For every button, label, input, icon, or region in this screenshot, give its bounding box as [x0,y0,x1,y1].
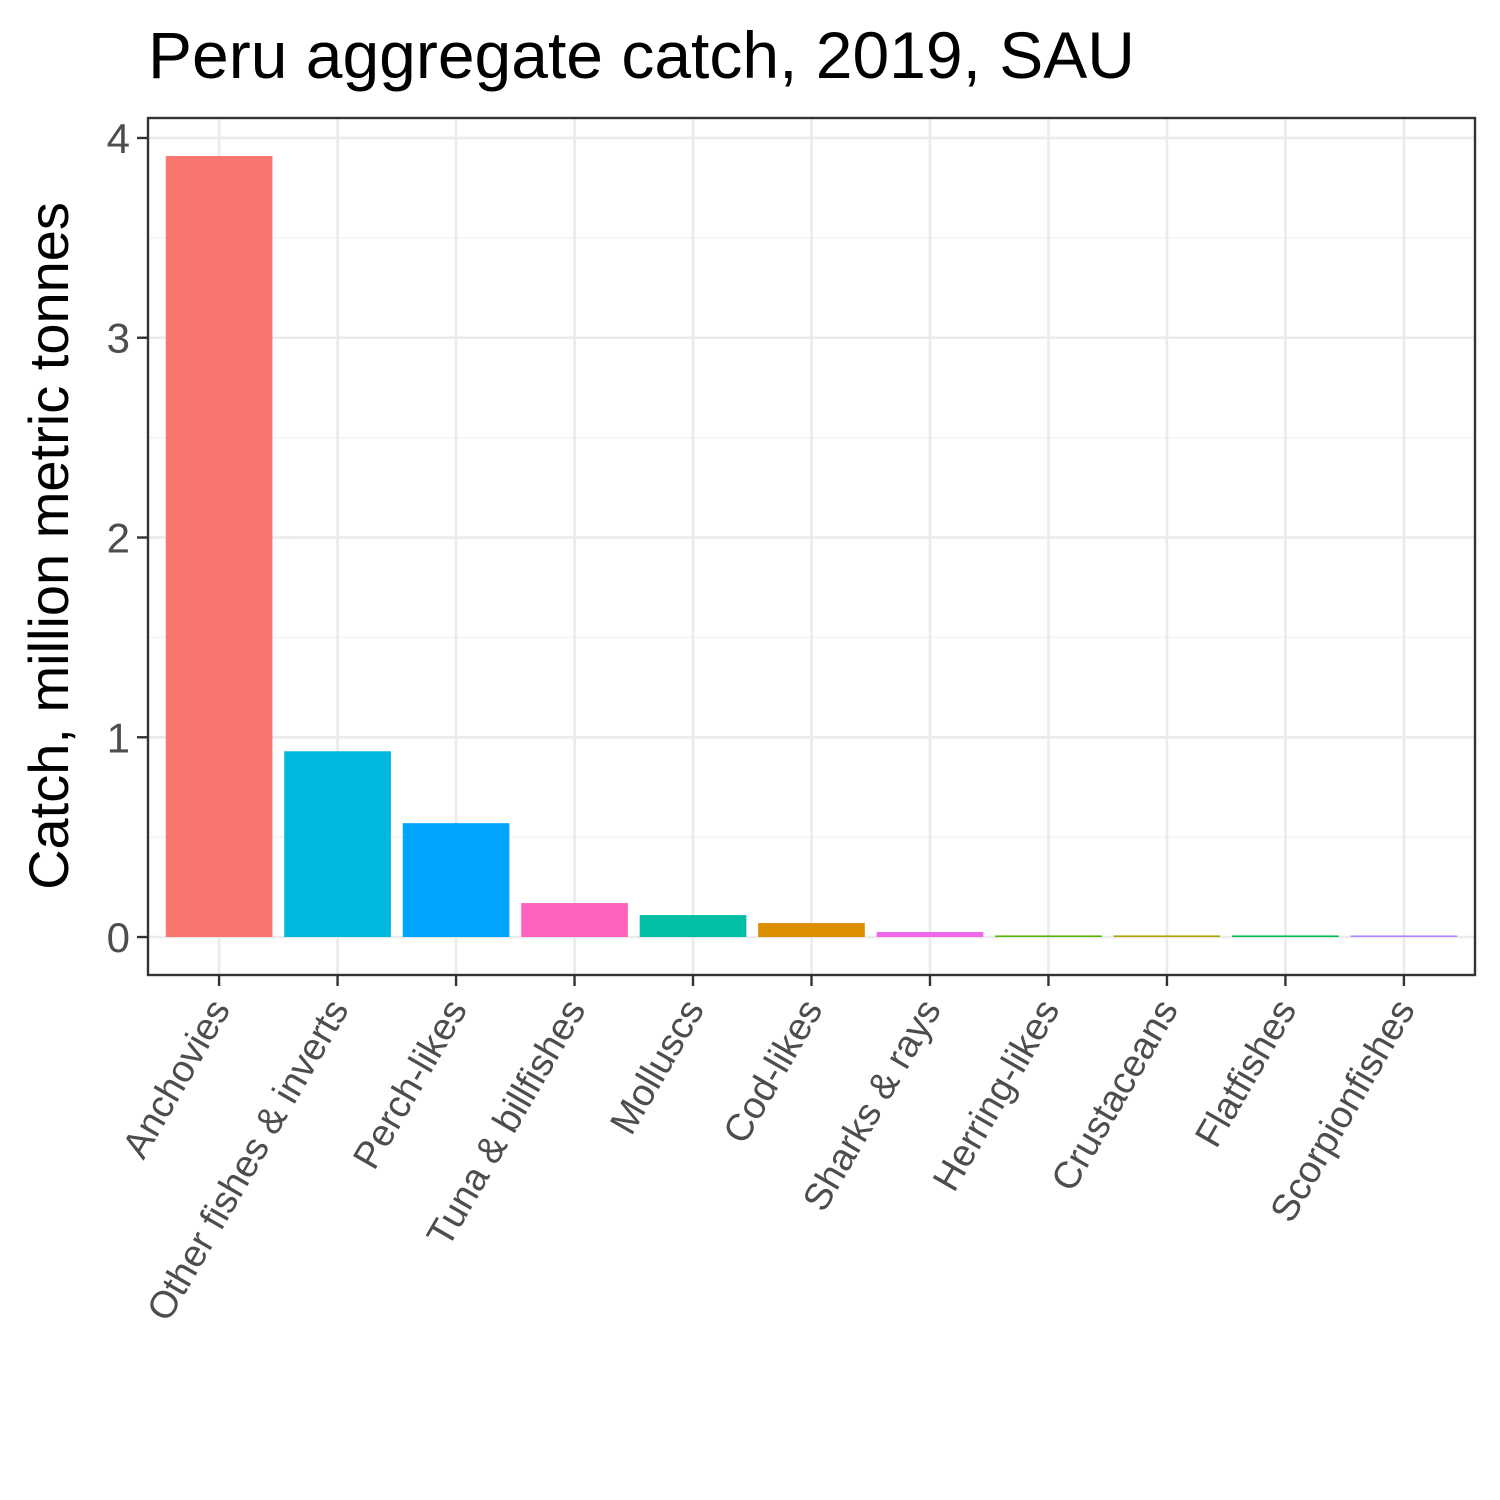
bars [165,155,1458,938]
bar [1350,935,1458,938]
bar [639,915,747,938]
x-tick-label: Herring-likes [925,993,1068,1199]
x-tick-label: Perch-likes [345,993,475,1177]
bar [521,903,628,938]
x-tick-label: Crustaceans [1044,993,1187,1199]
bar [165,155,273,938]
x-tick-label: Anchovies [115,993,239,1166]
y-tick-label: 4 [107,115,130,162]
y-tick-label: 1 [107,714,130,761]
bar [758,923,865,938]
x-tick-label: Cod-likes [716,993,832,1151]
bar [1113,935,1221,938]
bar [284,751,391,938]
y-axis-label: Catch, million metric tonnes [17,202,80,890]
bar [402,823,510,938]
bar [876,932,984,938]
y-tick-label: 3 [107,315,130,362]
chart-title: Peru aggregate catch, 2019, SAU [148,18,1135,92]
y-axis: 0 1 2 3 4 [107,115,148,961]
bar [1232,935,1339,938]
bar [995,935,1102,938]
y-tick-label: 2 [107,515,130,562]
x-tick-label: Molluscs [603,993,713,1142]
x-tick-label: Flatfishes [1188,993,1306,1155]
y-tick-label: 0 [107,914,130,961]
x-tick-label: Other fishes & inverts [139,993,357,1329]
